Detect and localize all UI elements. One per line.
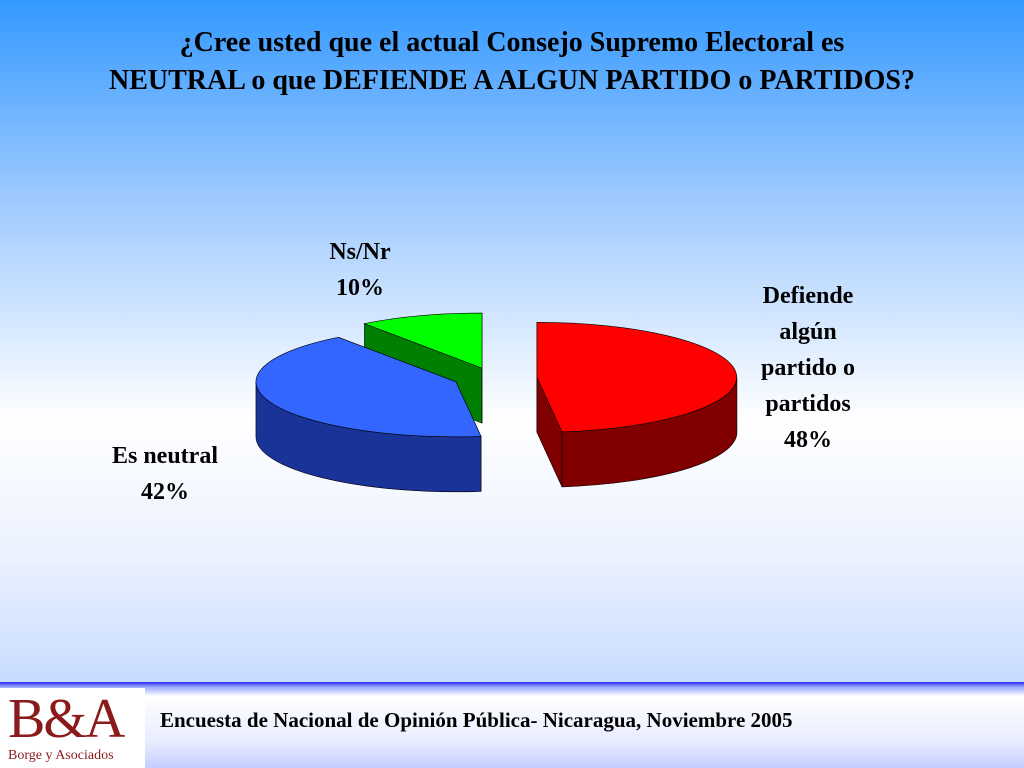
value-label: 10% (336, 275, 384, 301)
footer-band (0, 682, 1024, 768)
slice (363, 312, 483, 369)
slice-label: Es neutral 42% (90, 438, 240, 510)
slice-label: Ns/Nr 10% (300, 234, 420, 306)
logo-name: Borge y Asociados (8, 748, 114, 763)
slice (255, 337, 482, 438)
slice (536, 322, 738, 433)
value-label: 48% (784, 427, 832, 453)
category-label: Ns/Nr (329, 239, 391, 265)
footer-text: Encuesta de Nacional de Opinión Pública-… (160, 708, 793, 732)
slice-label: Defiende algún partido o partidos 48% (752, 278, 864, 458)
category-label: Es neutral (111, 443, 218, 469)
chart-title: ¿Cree usted que el actual Consejo Suprem… (108, 27, 915, 96)
logo: B&A Borge y Asociados (0, 688, 145, 768)
value-label: 42% (141, 479, 189, 505)
chart (255, 312, 738, 493)
category-label: Defiende algún partido o partidos (760, 283, 855, 417)
logo-mark: B&A (8, 688, 125, 750)
